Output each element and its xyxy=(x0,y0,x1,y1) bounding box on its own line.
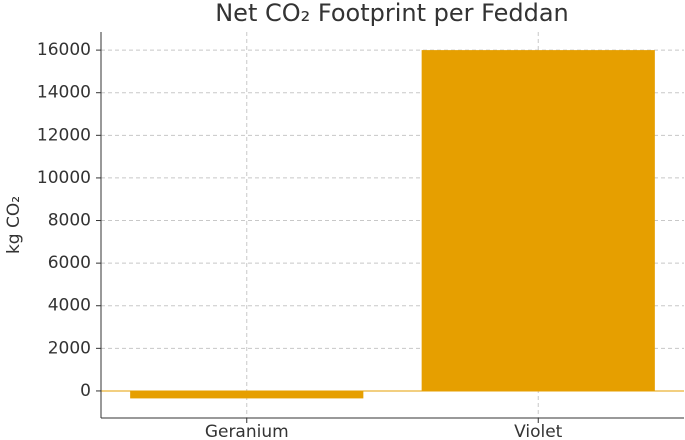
y-tick-label: 16000 xyxy=(37,40,91,60)
bar xyxy=(421,50,655,391)
x-tick-label: Geranium xyxy=(205,422,289,440)
y-tick-label: 14000 xyxy=(37,83,91,103)
x-tick-label: Violet xyxy=(514,422,563,440)
y-tick-label: 4000 xyxy=(48,296,91,316)
bar xyxy=(130,390,364,399)
y-tick-label: 8000 xyxy=(48,211,91,231)
y-tick-label: 0 xyxy=(80,381,91,401)
chart-title: Net CO₂ Footprint per Feddan xyxy=(215,0,569,27)
y-tick-label: 12000 xyxy=(37,125,91,145)
y-tick-label: 2000 xyxy=(48,338,91,358)
y-tick-label: 10000 xyxy=(37,168,91,188)
y-tick-label: 6000 xyxy=(48,253,91,273)
y-axis-label: kg CO₂ xyxy=(4,196,24,254)
